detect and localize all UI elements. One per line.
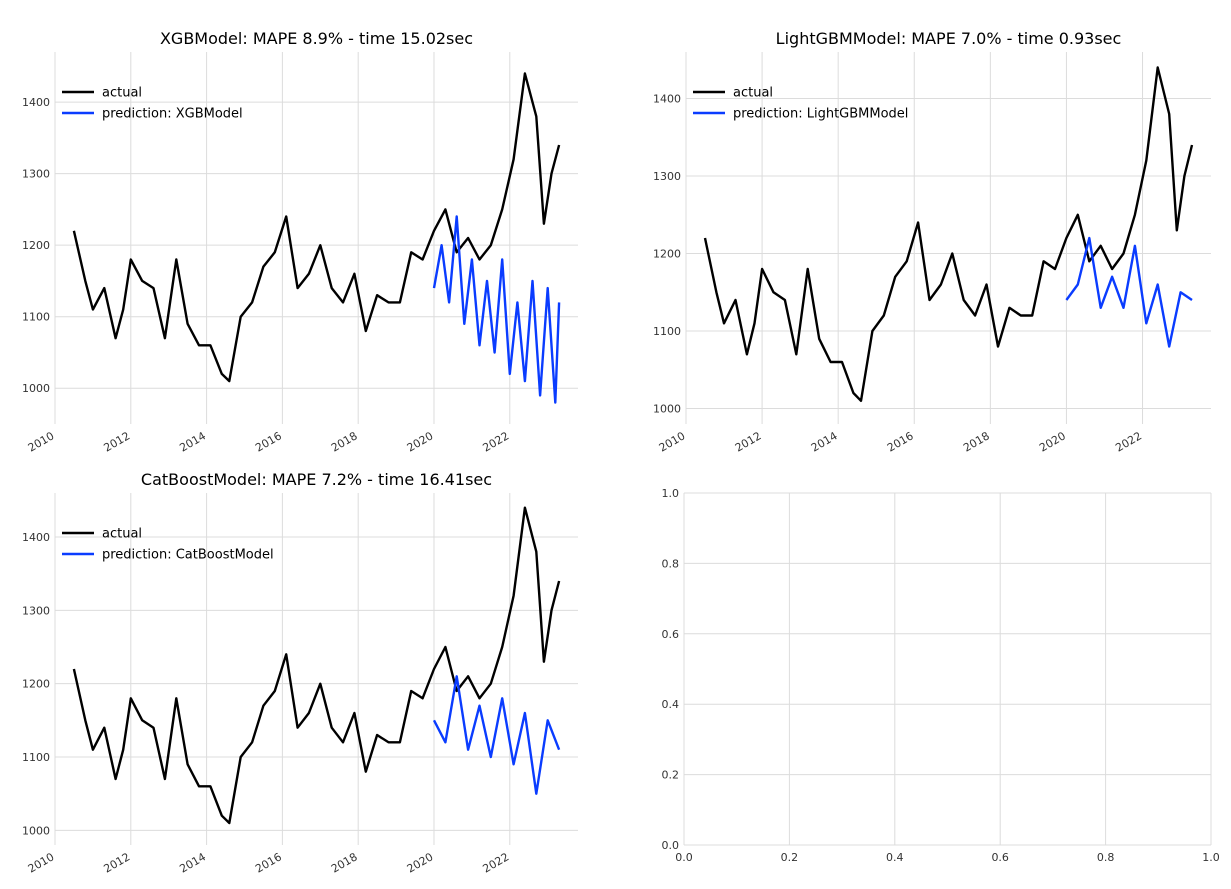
legend-label: actual bbox=[733, 86, 773, 101]
chart-title: CatBoostModel: MAPE 7.2% - time 16.41sec bbox=[141, 470, 492, 489]
prediction-series-line bbox=[1065, 236, 1193, 348]
x-tick-label: 1.0 bbox=[1202, 851, 1220, 864]
chart-title: XGBModel: MAPE 8.9% - time 15.02sec bbox=[160, 29, 473, 48]
x-tick-label: 2020 bbox=[405, 429, 436, 454]
x-tick-label: 0.2 bbox=[781, 851, 799, 864]
x-tick-label: 2020 bbox=[1037, 429, 1068, 454]
y-tick-label: 1200 bbox=[653, 248, 681, 261]
y-tick-label: 1100 bbox=[22, 311, 50, 324]
y-tick-label: 1000 bbox=[22, 382, 50, 395]
x-tick-label: 0.8 bbox=[1097, 851, 1115, 864]
subplot-empty: 0.0 0.2 0.4 0.6 0.8 1.0 0.0 0.2 0.4 0.6 0.8 1.0 bbox=[662, 487, 1220, 864]
subplot-catboost: 2010 2012 2014 2016 2018 2020 2022 1000 1100 1200… bbox=[22, 470, 578, 876]
x-tick-label: 2022 bbox=[481, 429, 512, 454]
legend-label: actual bbox=[102, 527, 142, 542]
x-tick-label: 2016 bbox=[253, 850, 284, 875]
y-tick-label: 1000 bbox=[22, 824, 50, 837]
y-tick-label: 0.4 bbox=[662, 698, 680, 711]
y-tick-label: 1.0 bbox=[662, 487, 680, 500]
x-tick-label: 2014 bbox=[177, 850, 208, 875]
x-tick-label: 2014 bbox=[177, 429, 208, 454]
x-tick-label: 0.4 bbox=[886, 851, 904, 864]
y-tick-label: 1300 bbox=[22, 604, 50, 617]
x-tick-label: 2018 bbox=[329, 850, 360, 875]
x-tick-label: 2012 bbox=[733, 429, 764, 454]
legend-label: prediction: CatBoostModel bbox=[102, 548, 274, 563]
subplot-lightgbm: 2010 2012 2014 2016 2018 2020 2022 1000 1100 1200… bbox=[653, 29, 1211, 455]
y-tick-label: 0.8 bbox=[662, 557, 680, 570]
y-tick-label: 1300 bbox=[22, 168, 50, 181]
y-tick-label: 1200 bbox=[22, 239, 50, 252]
y-tick-label: 1000 bbox=[653, 403, 681, 416]
legend-label: prediction: LightGBMModel bbox=[733, 107, 908, 122]
x-tick-label: 2016 bbox=[253, 429, 284, 454]
x-tick-label: 2010 bbox=[26, 850, 57, 875]
actual-series-line bbox=[72, 506, 561, 825]
x-tick-label: 2018 bbox=[961, 429, 992, 454]
x-tick-label: 0.0 bbox=[675, 851, 693, 864]
actual-series-line bbox=[703, 66, 1194, 402]
y-tick-label: 1100 bbox=[22, 751, 50, 764]
y-tick-label: 1300 bbox=[653, 170, 681, 183]
x-tick-label: 2020 bbox=[405, 850, 436, 875]
x-tick-label: 2010 bbox=[26, 429, 57, 454]
y-tick-label: 0.6 bbox=[662, 628, 680, 641]
x-tick-label: 2010 bbox=[657, 429, 688, 454]
x-tick-label: 2012 bbox=[102, 850, 133, 875]
y-tick-label: 1100 bbox=[653, 325, 681, 338]
subplot-xgb: 2010 2012 2014 2016 2018 2020 2022 1000 1100 1200… bbox=[22, 29, 578, 455]
x-tick-label: 0.6 bbox=[991, 851, 1009, 864]
y-tick-label: 1200 bbox=[22, 678, 50, 691]
prediction-series-line bbox=[432, 675, 561, 795]
x-tick-label: 2022 bbox=[1113, 429, 1144, 454]
chart-title: LightGBMModel: MAPE 7.0% - time 0.93sec bbox=[776, 29, 1122, 48]
legend-label: prediction: XGBModel bbox=[102, 107, 243, 122]
prediction-series-line bbox=[432, 215, 561, 404]
legend-label: actual bbox=[102, 86, 142, 101]
x-tick-label: 2014 bbox=[809, 429, 840, 454]
y-tick-label: 0.2 bbox=[662, 769, 680, 782]
x-tick-label: 2018 bbox=[329, 429, 360, 454]
y-tick-label: 1400 bbox=[22, 531, 50, 544]
x-tick-label: 2012 bbox=[102, 429, 133, 454]
y-tick-label: 0.0 bbox=[662, 839, 680, 852]
x-tick-label: 2016 bbox=[885, 429, 916, 454]
x-tick-label: 2022 bbox=[481, 850, 512, 875]
y-tick-label: 1400 bbox=[653, 93, 681, 106]
actual-series-line bbox=[72, 72, 561, 383]
y-tick-label: 1400 bbox=[22, 96, 50, 109]
